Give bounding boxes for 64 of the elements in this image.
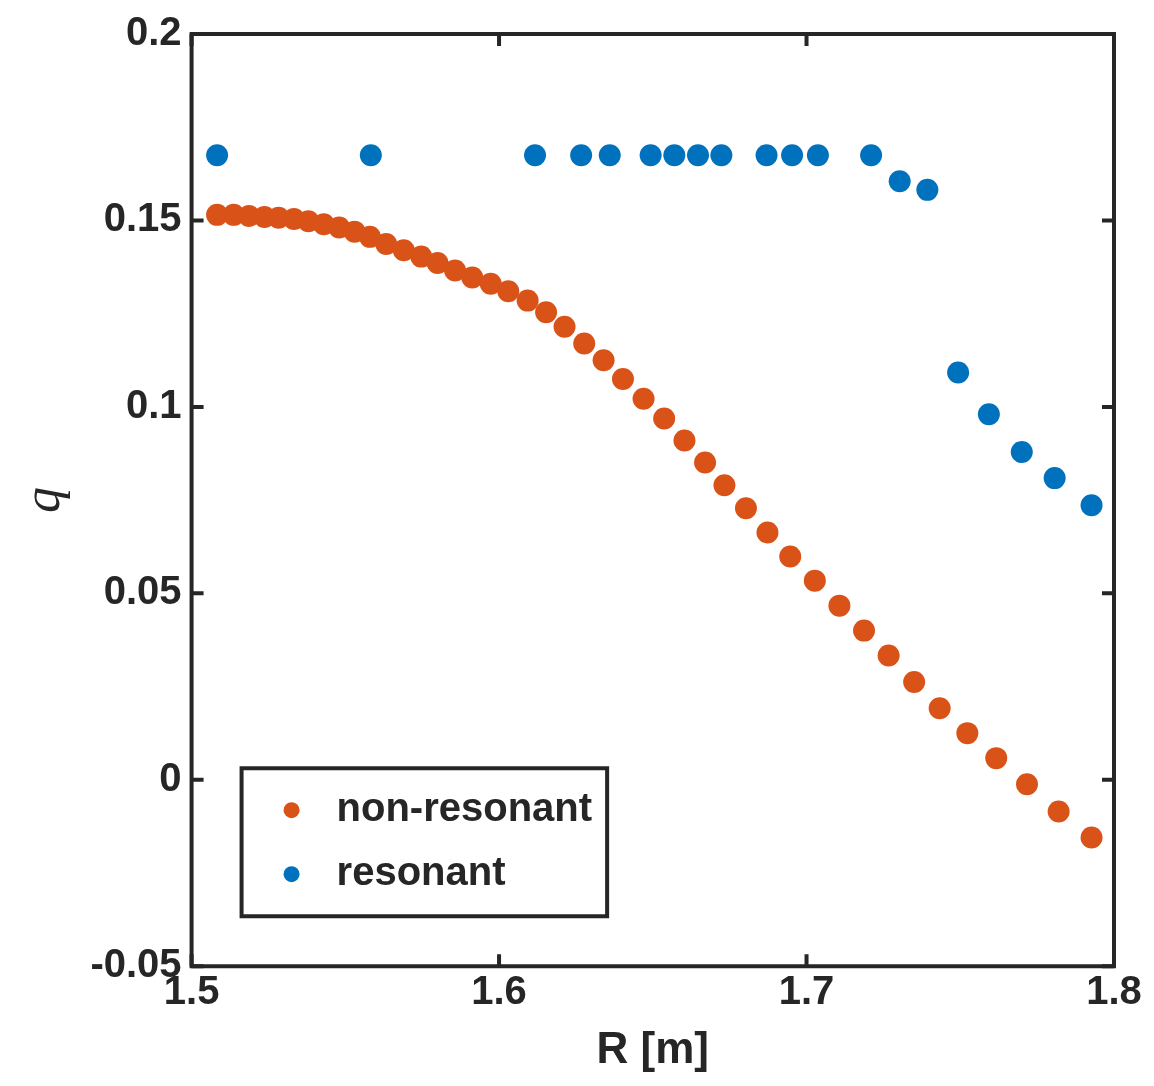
point: [956, 722, 979, 745]
point: [573, 332, 596, 355]
y-axis-title: q: [12, 487, 70, 514]
point: [535, 301, 558, 324]
point: [461, 266, 484, 289]
point: [686, 144, 709, 167]
point: [860, 144, 883, 167]
point: [479, 272, 502, 295]
point: [779, 545, 802, 568]
point: [828, 594, 851, 617]
legend-label: resonant: [336, 849, 506, 894]
point: [444, 259, 467, 282]
point: [639, 144, 662, 167]
point: [977, 403, 1000, 426]
point: [663, 144, 686, 167]
y-tick-label: 0.2: [125, 9, 182, 54]
point: [781, 144, 804, 167]
x-axis-title: R [m]: [596, 1022, 709, 1072]
point: [570, 144, 593, 167]
point: [947, 361, 970, 384]
point: [653, 407, 676, 430]
point: [524, 144, 547, 167]
x-tick-label: 1.7: [778, 968, 835, 1013]
point: [359, 144, 382, 167]
point: [713, 474, 736, 497]
point: [710, 144, 733, 167]
y-tick-label: 0: [159, 754, 182, 799]
point: [1015, 773, 1038, 796]
legend-label: non-resonant: [336, 785, 593, 830]
point: [592, 349, 615, 372]
x-tick-label: 1.8: [1086, 968, 1142, 1013]
point: [1047, 800, 1070, 823]
point: [375, 232, 398, 255]
point: [1010, 441, 1033, 463]
point: [426, 251, 449, 274]
point: [1080, 494, 1103, 517]
point: [673, 429, 696, 452]
point: [756, 521, 779, 544]
point: [1043, 467, 1066, 490]
point: [598, 144, 621, 167]
point: [694, 451, 717, 474]
point: [516, 289, 539, 312]
point: [877, 644, 900, 667]
point: [755, 144, 778, 167]
point: [888, 170, 911, 193]
point: [903, 671, 926, 694]
point: [206, 144, 229, 167]
point: [853, 619, 876, 642]
y-tick-label: 0.15: [103, 195, 182, 240]
point: [553, 315, 576, 338]
point: [632, 387, 655, 410]
y-tick-label: 0.1: [125, 381, 182, 426]
point: [611, 367, 634, 390]
point: [1080, 826, 1103, 849]
x-tick-label: 1.6: [471, 968, 527, 1013]
y-tick-label: 0.05: [103, 568, 182, 613]
point: [392, 239, 415, 262]
point: [985, 747, 1008, 770]
point: [734, 497, 757, 520]
point: [497, 280, 520, 303]
point: [916, 178, 939, 201]
point: [803, 569, 826, 592]
point: [806, 144, 829, 167]
point: [928, 697, 951, 720]
